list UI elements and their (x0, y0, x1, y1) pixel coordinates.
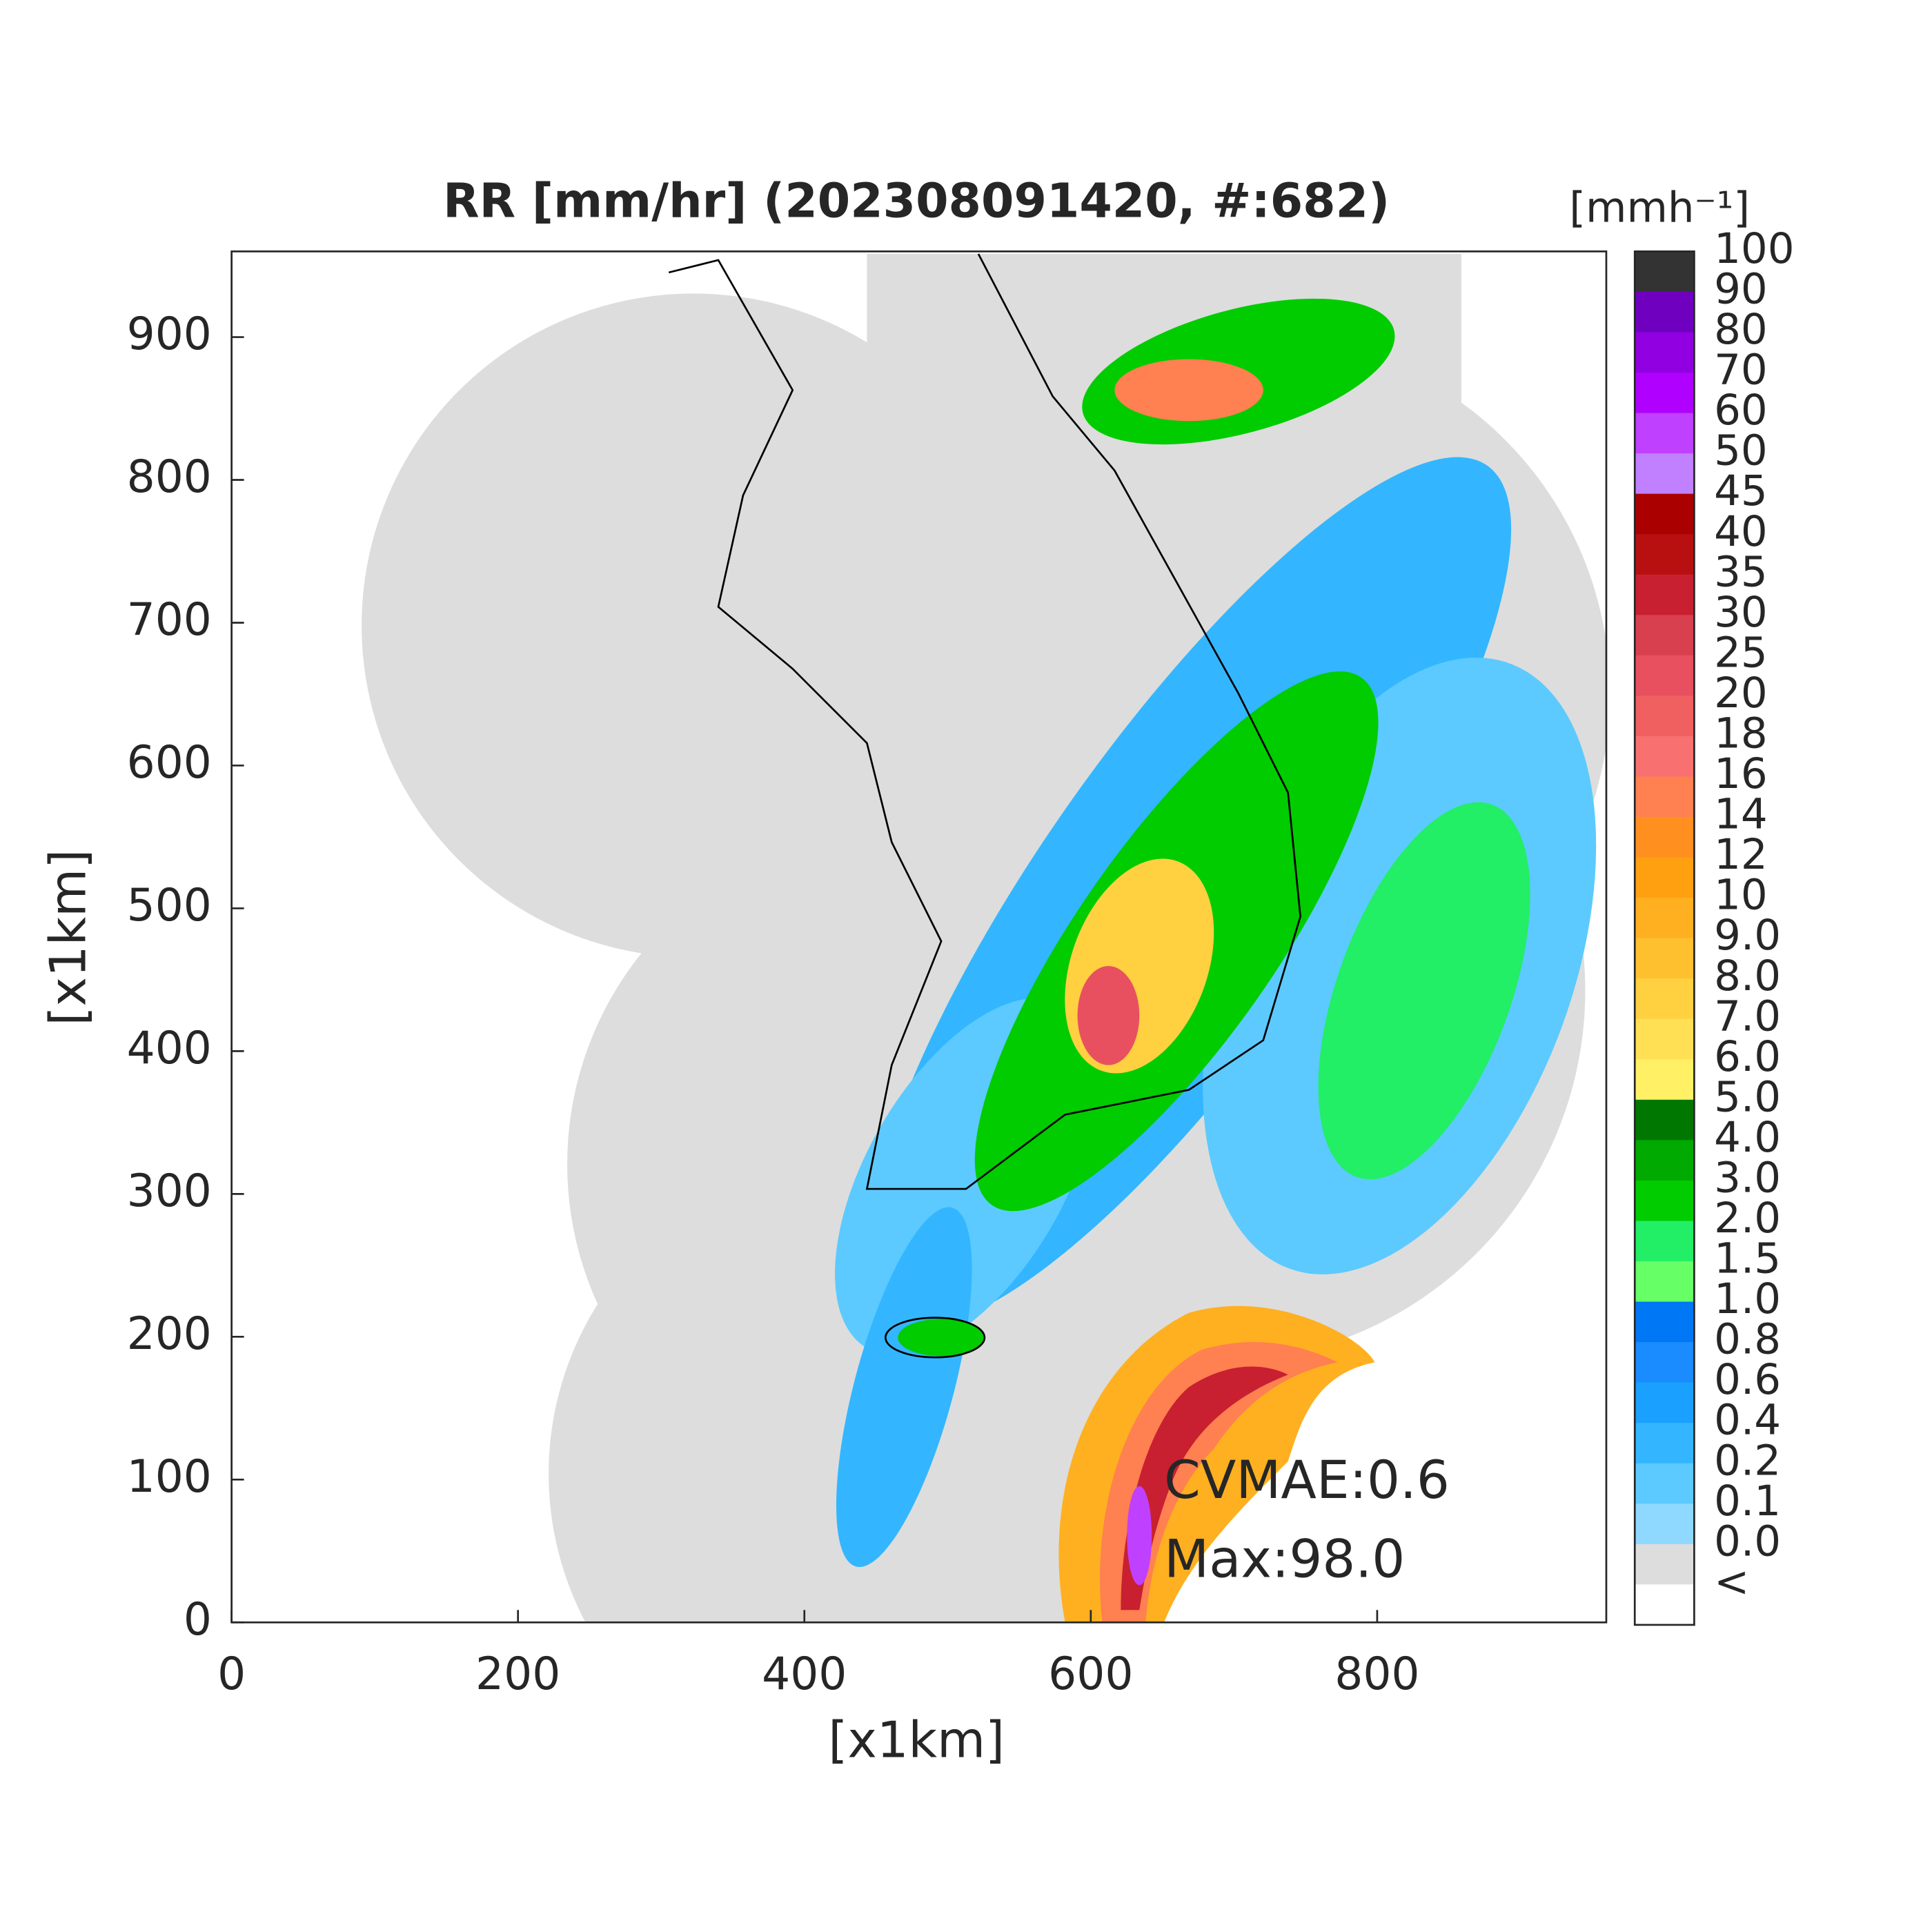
colorbar-label: 0.2 (1714, 1436, 1781, 1485)
colorbar-label: 50 (1714, 426, 1768, 475)
colorbar-title: [mmh⁻¹] (1569, 184, 1750, 233)
y-tick-label: 700 (127, 594, 212, 646)
colorbar-label: 10 (1714, 871, 1768, 920)
colorbar-label: 70 (1714, 346, 1768, 395)
colorbar-bin (1635, 534, 1695, 575)
y-tick-label: 200 (127, 1308, 212, 1360)
colorbar-label: 2.0 (1714, 1194, 1781, 1243)
colorbar-bin (1635, 1544, 1695, 1586)
colorbar-bin (1635, 332, 1695, 373)
colorbar-label: 0.6 (1714, 1355, 1781, 1404)
y-tick-label: 900 (127, 308, 212, 360)
colorbar-bin (1635, 413, 1695, 454)
colorbar-label: 6.0 (1714, 1032, 1781, 1081)
colorbar-label: 20 (1714, 669, 1768, 718)
colorbar-bin (1635, 1463, 1695, 1505)
colorbar-label: 16 (1714, 749, 1768, 798)
colorbar-bin (1635, 1301, 1695, 1343)
colorbar-bin (1635, 776, 1695, 818)
colorbar-label: 60 (1714, 386, 1768, 435)
colorbar-label: 5.0 (1714, 1072, 1781, 1121)
x-tick-label: 0 (217, 1648, 246, 1700)
colorbar-bin (1635, 1584, 1695, 1626)
colorbar-label: 40 (1714, 507, 1768, 556)
colorbar-bin (1635, 1382, 1695, 1424)
colorbar-bin (1635, 615, 1695, 656)
colorbar-label: 3.0 (1714, 1153, 1781, 1202)
colorbar-bin (1635, 574, 1695, 616)
colorbar-bin (1635, 1099, 1695, 1141)
colorbar-frame (1633, 250, 1695, 1626)
colorbar-bin (1635, 1140, 1695, 1181)
colorbar-bin (1635, 453, 1695, 495)
y-tick-label: 400 (127, 1023, 212, 1074)
colorbar-label: 1.5 (1714, 1234, 1781, 1283)
colorbar-bin (1635, 938, 1695, 980)
colorbar-label: 8.0 (1714, 952, 1781, 1000)
colorbar-bin (1635, 1018, 1695, 1061)
colorbar-bin (1635, 493, 1695, 535)
colorbar-bin (1635, 696, 1695, 737)
colorbar-label: 18 (1714, 709, 1768, 758)
annotation: CVMAE:0.6 (1164, 1450, 1450, 1510)
x-tick-label: 600 (1048, 1648, 1133, 1700)
island-outline (884, 1317, 986, 1359)
y-tick-label: 0 (184, 1594, 212, 1646)
colorbar-bin (1635, 898, 1695, 939)
colorbar-bin (1635, 736, 1695, 778)
colorbar-bin (1635, 372, 1695, 414)
colorbar-bin (1635, 1180, 1695, 1222)
colorbar-bin (1635, 291, 1695, 333)
annotation: Max:98.0 (1164, 1529, 1405, 1590)
colorbar-bin (1635, 1342, 1695, 1383)
colorbar-bin (1635, 1059, 1695, 1101)
colorbar-label: 7.0 (1714, 992, 1781, 1041)
precipitation (835, 298, 1597, 1623)
colorbar-label: 0.8 (1714, 1315, 1781, 1364)
x-axis-label: [x1km] (828, 1711, 1005, 1769)
x-tick-label: 400 (762, 1648, 847, 1700)
colorbar-bin (1635, 1221, 1695, 1262)
colorbar-bin (1635, 1504, 1695, 1545)
colorbar-bin (1635, 816, 1695, 858)
radar-field (362, 253, 1606, 1623)
y-tick-label: 500 (127, 880, 212, 931)
colorbar-label: 1.0 (1714, 1274, 1781, 1323)
colorbar-bin (1635, 655, 1695, 697)
y-tick-label: 300 (127, 1165, 212, 1217)
x-tick-label: 800 (1334, 1648, 1419, 1700)
x-tick-label: 200 (475, 1648, 560, 1700)
colorbar-label: 0.4 (1714, 1396, 1781, 1445)
colorbar-bin (1635, 251, 1695, 293)
colorbar-label: 90 (1714, 264, 1768, 313)
colorbar-label: 25 (1714, 628, 1768, 677)
y-tick-label: 800 (127, 451, 212, 503)
coastline (668, 253, 1301, 1190)
colorbar-label: 0.0 (1714, 1517, 1781, 1566)
colorbar-label: 30 (1714, 588, 1768, 637)
chart-title: RR [mm/hr] (202308091420, #:682) (443, 175, 1390, 229)
colorbar-bin (1635, 1423, 1695, 1464)
colorbar-label: 4.0 (1714, 1113, 1781, 1162)
colorbar-label: 9.0 (1714, 911, 1781, 960)
colorbar-bin (1635, 978, 1695, 1020)
colorbar-label: 35 (1714, 547, 1768, 596)
colorbar-label: 100 (1714, 224, 1794, 273)
y-tick-label: 100 (127, 1451, 212, 1503)
colorbar-label: 0.1 (1714, 1477, 1781, 1526)
colorbar-label: < (1714, 1557, 1749, 1606)
colorbar-bin (1635, 1261, 1695, 1303)
y-tick-label: 600 (127, 737, 212, 789)
colorbar-bin (1635, 857, 1695, 898)
plot-frame (230, 250, 1608, 1624)
colorbar-label: 14 (1714, 790, 1768, 839)
colorbar-label: 12 (1714, 830, 1768, 879)
colorbar-label: 45 (1714, 466, 1768, 515)
y-axis-label: [x1km] (39, 849, 97, 1026)
colorbar-label: 80 (1714, 305, 1768, 354)
